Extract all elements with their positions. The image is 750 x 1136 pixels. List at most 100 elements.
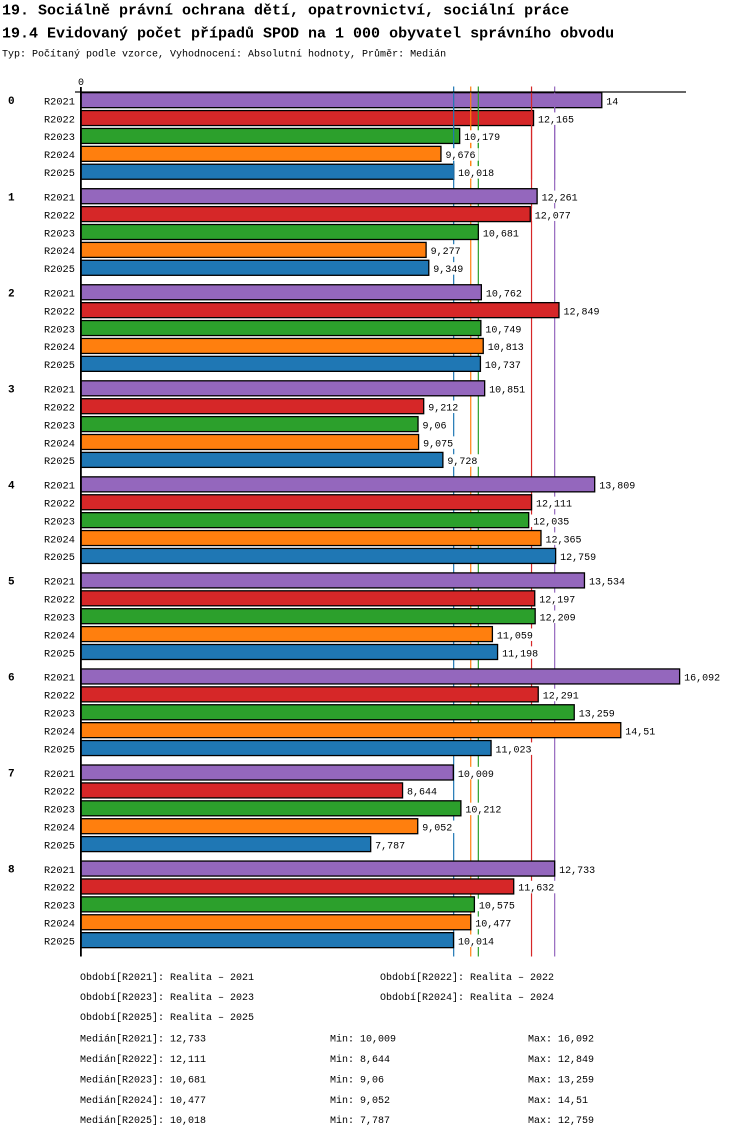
- svg-text:11,632: 11,632: [518, 884, 554, 895]
- svg-text:R2022: R2022: [44, 306, 75, 318]
- svg-text:10,014: 10,014: [458, 937, 494, 948]
- svg-text:R2022: R2022: [44, 402, 75, 414]
- svg-text:R2023: R2023: [44, 228, 75, 240]
- svg-text:Medián[R2023]: 10,681: Medián[R2023]: 10,681: [80, 1074, 206, 1086]
- svg-text:5: 5: [8, 576, 15, 588]
- svg-text:Medián[R2022]: 12,111: Medián[R2022]: 12,111: [80, 1054, 206, 1066]
- svg-text:10,009: 10,009: [458, 770, 494, 781]
- svg-text:7,787: 7,787: [375, 841, 405, 852]
- svg-text:Období[R2022]: Realita – 2022: Období[R2022]: Realita – 2022: [380, 972, 554, 984]
- svg-text:12,849: 12,849: [563, 307, 599, 318]
- svg-text:0: 0: [8, 96, 15, 108]
- svg-text:Období[R2023]: Realita – 2023: Období[R2023]: Realita – 2023: [80, 992, 254, 1004]
- svg-text:Období[R2024]: Realita – 2024: Období[R2024]: Realita – 2024: [380, 992, 554, 1004]
- svg-text:R2023: R2023: [44, 709, 75, 721]
- svg-text:19. Sociálně právní ochrana dě: 19. Sociálně právní ochrana dětí, opatro…: [2, 3, 569, 20]
- svg-text:13,534: 13,534: [589, 578, 625, 589]
- svg-text:R2025: R2025: [44, 744, 75, 756]
- svg-text:R2023: R2023: [44, 324, 75, 336]
- svg-text:R2022: R2022: [44, 787, 75, 799]
- svg-text:Max: 13,259: Max: 13,259: [528, 1075, 594, 1086]
- svg-text:8: 8: [8, 865, 15, 877]
- svg-text:9,052: 9,052: [422, 823, 452, 834]
- svg-text:R2021: R2021: [44, 577, 75, 589]
- svg-text:9,06: 9,06: [423, 421, 447, 432]
- svg-text:10,749: 10,749: [485, 325, 521, 336]
- svg-text:9,277: 9,277: [431, 247, 461, 258]
- svg-text:9,075: 9,075: [423, 439, 453, 450]
- svg-text:R2024: R2024: [44, 630, 75, 642]
- svg-text:10,851: 10,851: [489, 386, 525, 397]
- svg-text:R2021: R2021: [44, 96, 75, 108]
- svg-text:Medián[R2025]: 10,018: Medián[R2025]: 10,018: [80, 1115, 206, 1127]
- svg-text:Max: 14,51: Max: 14,51: [528, 1096, 588, 1107]
- svg-text:14,51: 14,51: [625, 727, 655, 738]
- svg-text:R2021: R2021: [44, 385, 75, 397]
- svg-text:Období[R2025]: Realita – 2025: Období[R2025]: Realita – 2025: [80, 1012, 254, 1024]
- svg-text:R2023: R2023: [44, 132, 75, 144]
- svg-text:R2022: R2022: [44, 691, 75, 703]
- svg-text:11,023: 11,023: [496, 745, 532, 756]
- svg-text:9,676: 9,676: [445, 151, 475, 162]
- svg-text:Max: 16,092: Max: 16,092: [528, 1035, 594, 1046]
- svg-text:R2025: R2025: [44, 552, 75, 564]
- svg-text:14: 14: [606, 97, 618, 108]
- svg-text:R2023: R2023: [44, 612, 75, 624]
- svg-text:R2022: R2022: [44, 883, 75, 895]
- svg-text:R2021: R2021: [44, 769, 75, 781]
- svg-text:Typ: Počítaný podle vzorce, Vy: Typ: Počítaný podle vzorce, Vyhodnocení:…: [2, 48, 446, 61]
- svg-text:12,291: 12,291: [543, 692, 579, 703]
- svg-text:R2024: R2024: [44, 919, 75, 931]
- svg-text:Min: 7,787: Min: 7,787: [330, 1115, 390, 1127]
- svg-text:R2022: R2022: [44, 210, 75, 222]
- svg-text:Min: 10,009: Min: 10,009: [330, 1034, 396, 1046]
- svg-text:9,349: 9,349: [433, 265, 463, 276]
- svg-text:Min: 9,052: Min: 9,052: [330, 1095, 390, 1107]
- svg-text:R2022: R2022: [44, 114, 75, 126]
- svg-text:R2024: R2024: [44, 246, 75, 258]
- svg-text:0: 0: [78, 78, 84, 89]
- svg-text:10,681: 10,681: [483, 229, 519, 240]
- svg-text:13,809: 13,809: [599, 482, 635, 493]
- svg-text:8,644: 8,644: [407, 788, 437, 799]
- svg-text:9,212: 9,212: [428, 403, 458, 414]
- svg-text:R2023: R2023: [44, 516, 75, 528]
- svg-text:16,092: 16,092: [684, 674, 720, 685]
- svg-text:12,197: 12,197: [539, 596, 575, 607]
- svg-text:R2024: R2024: [44, 534, 75, 546]
- svg-text:Období[R2021]: Realita – 2021: Období[R2021]: Realita – 2021: [80, 972, 254, 984]
- svg-text:12,759: 12,759: [560, 553, 596, 564]
- svg-text:Min: 9,06: Min: 9,06: [330, 1074, 384, 1086]
- svg-text:4: 4: [8, 480, 15, 492]
- svg-text:Medián[R2024]: 10,477: Medián[R2024]: 10,477: [80, 1095, 206, 1107]
- svg-text:R2024: R2024: [44, 342, 75, 354]
- svg-text:R2024: R2024: [44, 822, 75, 834]
- svg-text:10,813: 10,813: [488, 343, 524, 354]
- svg-text:R2022: R2022: [44, 499, 75, 511]
- svg-text:R2021: R2021: [44, 673, 75, 685]
- svg-text:12,077: 12,077: [535, 211, 571, 222]
- svg-text:12,365: 12,365: [545, 535, 581, 546]
- svg-text:12,261: 12,261: [542, 193, 578, 204]
- svg-text:10,737: 10,737: [485, 361, 521, 372]
- svg-text:R2021: R2021: [44, 289, 75, 301]
- svg-text:2: 2: [8, 288, 15, 300]
- svg-text:R2021: R2021: [44, 481, 75, 493]
- svg-text:R2025: R2025: [44, 936, 75, 948]
- svg-text:10,477: 10,477: [475, 920, 511, 931]
- svg-text:7: 7: [8, 769, 15, 781]
- svg-text:13,259: 13,259: [579, 710, 615, 721]
- svg-text:12,111: 12,111: [536, 500, 572, 511]
- svg-text:R2023: R2023: [44, 805, 75, 817]
- svg-text:R2024: R2024: [44, 150, 75, 162]
- svg-text:10,212: 10,212: [465, 806, 501, 817]
- svg-text:10,179: 10,179: [464, 133, 500, 144]
- svg-text:Max: 12,849: Max: 12,849: [528, 1055, 594, 1066]
- svg-text:11,198: 11,198: [502, 649, 538, 660]
- svg-text:6: 6: [8, 673, 15, 685]
- svg-text:R2025: R2025: [44, 168, 75, 180]
- svg-text:R2021: R2021: [44, 865, 75, 877]
- svg-text:R2021: R2021: [44, 192, 75, 204]
- svg-text:19.4 Evidovaný počet případů S: 19.4 Evidovaný počet případů SPOD na 1 0…: [2, 26, 614, 43]
- svg-text:12,165: 12,165: [538, 115, 574, 126]
